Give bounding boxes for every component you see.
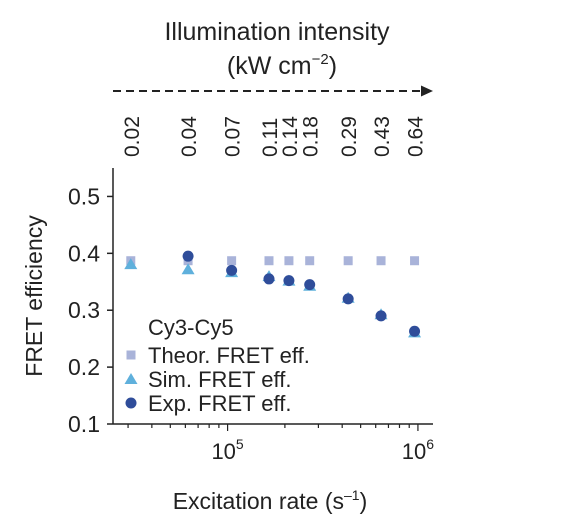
y-tick-label: 0.5 bbox=[68, 183, 100, 209]
data-point-circle bbox=[342, 293, 354, 305]
y-tick-label: 0.2 bbox=[68, 354, 100, 380]
top-tick-label: 0.18 bbox=[300, 116, 323, 157]
y-tick-label: 0.3 bbox=[68, 297, 100, 323]
legend-marker-square bbox=[126, 350, 136, 360]
data-point-square bbox=[284, 256, 294, 266]
data-point-square bbox=[376, 256, 386, 266]
x-ticks: 105 106 bbox=[127, 424, 434, 464]
top-tick-label: 0.29 bbox=[338, 116, 361, 157]
top-tick-label: 0.07 bbox=[222, 116, 245, 157]
data-point-square bbox=[264, 256, 274, 266]
top-tick-label: 0.14 bbox=[279, 116, 302, 157]
x-axis-label-text: Excitation rate (s bbox=[173, 488, 344, 514]
top-axis-label-line2-sup: −2 bbox=[312, 51, 329, 68]
x-tick-label-base: 10 bbox=[402, 439, 426, 464]
top-tick-label: 0.43 bbox=[371, 116, 394, 157]
x-tick-label-exp: 6 bbox=[426, 436, 434, 452]
x-tick-label-exp: 5 bbox=[236, 436, 244, 452]
y-ticks: 0.1 0.2 0.3 0.4 0.5 bbox=[68, 183, 113, 437]
top-tick-label: 0.11 bbox=[259, 118, 282, 157]
data-point-triangle bbox=[181, 263, 195, 275]
data-point-circle bbox=[263, 273, 275, 285]
legend-marker-triangle bbox=[124, 373, 138, 384]
data-point-circle bbox=[182, 250, 194, 262]
data-point-circle bbox=[283, 275, 295, 287]
data-point-circle bbox=[409, 325, 421, 337]
x-tick-label-base: 10 bbox=[211, 439, 235, 464]
series-square bbox=[126, 256, 420, 266]
legend-items: Theor. FRET eff.Sim. FRET eff.Exp. FRET … bbox=[124, 343, 310, 416]
data-point-square bbox=[410, 256, 420, 266]
data-point-circle bbox=[226, 264, 238, 276]
top-axis-label-line2-suffix: ) bbox=[329, 52, 337, 80]
legend-label: Sim. FRET eff. bbox=[148, 367, 291, 392]
top-axis: Illumination intensity (kW cm−2) bbox=[113, 18, 433, 97]
data-point-circle bbox=[304, 279, 316, 291]
legend: Cy3-Cy5 Theor. FRET eff.Sim. FRET eff.Ex… bbox=[124, 315, 310, 416]
y-axis-label: FRET efficiency bbox=[21, 215, 47, 377]
y-tick-label: 0.4 bbox=[68, 240, 100, 266]
legend-label: Theor. FRET eff. bbox=[148, 343, 310, 368]
x-axis-label-sup: –1 bbox=[344, 487, 360, 503]
data-point-triangle bbox=[124, 258, 138, 270]
top-tick-labels: 0.02 0.04 0.07 0.110.140.18 0.29 0.43 0.64 bbox=[121, 116, 428, 157]
data-point-square bbox=[227, 256, 237, 266]
top-tick-label: 0.02 bbox=[121, 116, 144, 157]
top-axis-arrowhead-icon bbox=[421, 85, 433, 97]
top-axis-label-line2-text: (kW cm bbox=[227, 52, 312, 80]
x-axis-label-suffix: ) bbox=[360, 488, 368, 514]
legend-marker-circle bbox=[125, 397, 137, 409]
plot-points bbox=[124, 250, 422, 338]
x-axis-label: Excitation rate (s–1) bbox=[173, 487, 368, 514]
axes bbox=[112, 168, 433, 425]
legend-title: Cy3-Cy5 bbox=[148, 315, 234, 340]
top-tick-label: 0.04 bbox=[178, 116, 201, 157]
data-point-circle bbox=[375, 310, 387, 322]
y-tick-label: 0.1 bbox=[68, 411, 100, 437]
x-tick-label: 106 bbox=[402, 436, 434, 464]
legend-label: Exp. FRET eff. bbox=[148, 391, 291, 416]
x-tick-label: 105 bbox=[211, 436, 243, 464]
data-point-square bbox=[343, 256, 353, 266]
top-axis-label-line2: (kW cm−2) bbox=[227, 51, 337, 80]
series-circle bbox=[182, 250, 421, 337]
top-axis-label-line1: Illumination intensity bbox=[164, 18, 390, 46]
top-tick-label: 0.64 bbox=[405, 116, 428, 157]
data-point-square bbox=[305, 256, 315, 266]
